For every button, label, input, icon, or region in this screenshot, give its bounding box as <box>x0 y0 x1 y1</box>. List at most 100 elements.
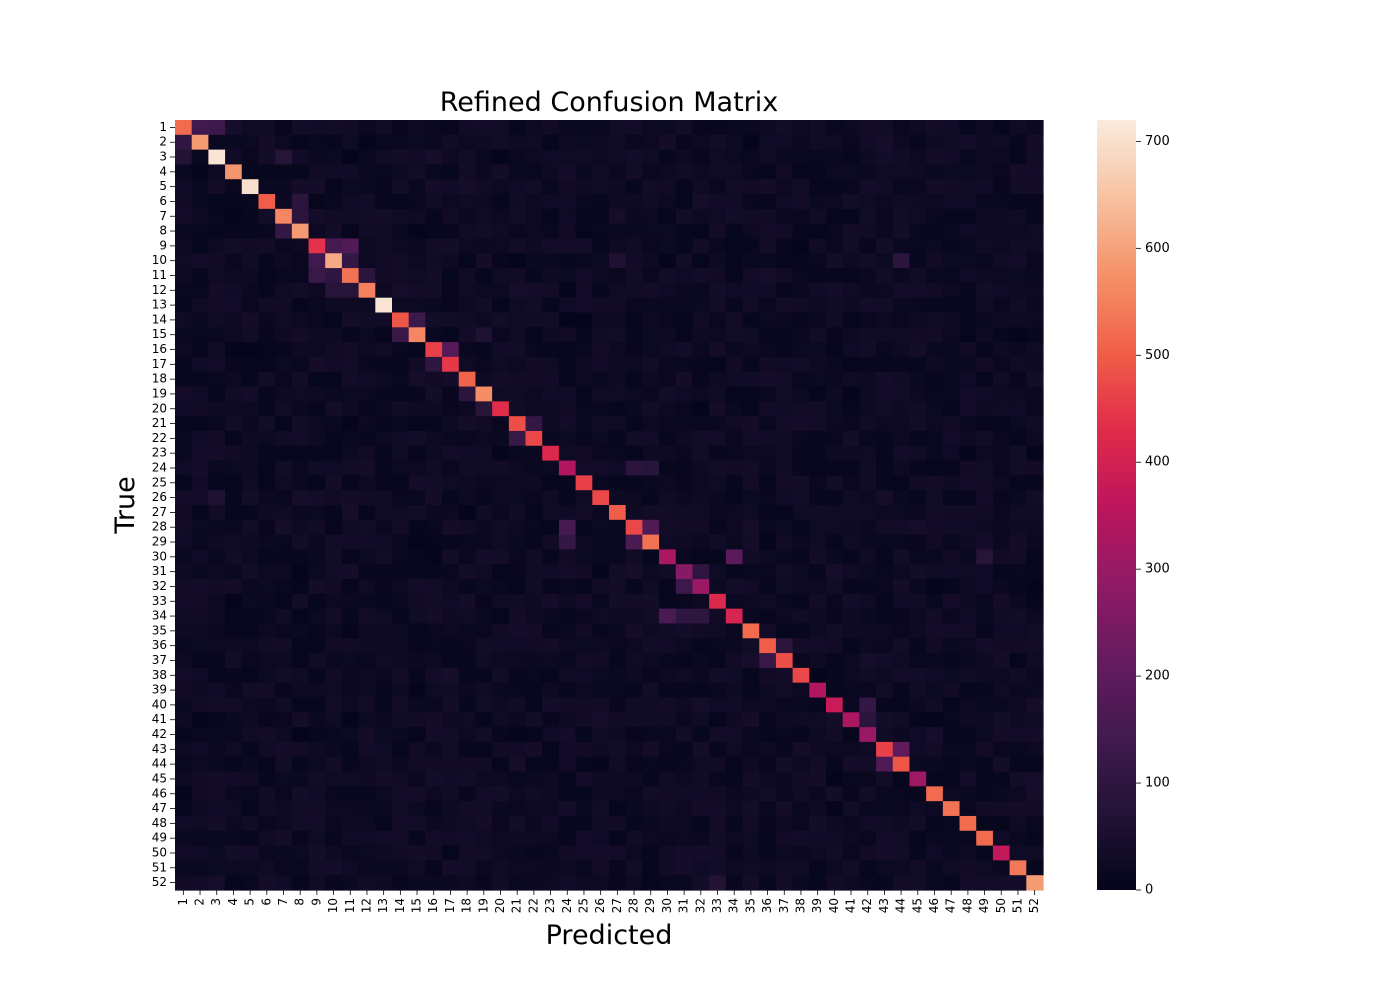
heatmap-cell <box>375 371 393 388</box>
heatmap-cell <box>492 519 510 536</box>
heatmap-cell <box>225 460 243 476</box>
heatmap-cell <box>592 149 610 166</box>
heatmap-cell <box>876 342 894 358</box>
heatmap-cell <box>492 875 510 891</box>
heatmap-cell <box>458 356 477 373</box>
heatmap-cell <box>275 120 293 136</box>
heatmap-cell <box>542 579 560 595</box>
heatmap-cell <box>525 208 543 225</box>
heatmap-cell <box>609 638 627 654</box>
heatmap-cell <box>809 564 827 580</box>
y-tick-label: 12 <box>152 283 167 297</box>
heatmap-cell <box>408 164 426 180</box>
heatmap-cell <box>592 430 610 447</box>
heatmap-cell <box>341 430 360 447</box>
heatmap-cell <box>291 475 310 491</box>
heatmap-cell <box>392 416 410 432</box>
heatmap-cell <box>275 653 293 669</box>
heatmap-cell <box>225 860 243 876</box>
heatmap-cell <box>458 490 477 506</box>
y-tick-label: 47 <box>152 801 167 815</box>
heatmap-cell <box>876 741 894 758</box>
heatmap-cell <box>291 401 310 417</box>
heatmap-cell <box>1009 549 1027 565</box>
heatmap-cell <box>392 120 410 136</box>
heatmap-cell <box>759 134 777 151</box>
heatmap-cell <box>175 830 193 847</box>
heatmap-cell <box>659 208 677 225</box>
heatmap-cell <box>575 445 593 462</box>
heatmap-cell <box>492 505 510 521</box>
heatmap-cell <box>542 608 560 625</box>
heatmap-cell <box>208 534 226 551</box>
heatmap-cell <box>408 845 426 861</box>
y-tick-label: 11 <box>152 268 167 282</box>
heatmap-cell <box>542 460 560 476</box>
heatmap-cell <box>225 179 243 195</box>
heatmap-cell <box>508 475 527 491</box>
heatmap-cell <box>859 682 877 699</box>
heatmap-cell <box>442 667 460 684</box>
heatmap-cell <box>609 697 627 713</box>
heatmap-cell <box>709 771 727 787</box>
heatmap-cell <box>876 786 894 802</box>
heatmap-cell <box>508 549 527 565</box>
heatmap-cell <box>842 638 860 654</box>
heatmap-cell <box>909 430 927 447</box>
heatmap-cell <box>725 327 744 343</box>
heatmap-cell <box>692 120 710 136</box>
heatmap-cell <box>425 120 443 136</box>
heatmap-cell <box>508 801 527 817</box>
heatmap-cell <box>542 712 560 728</box>
y-tick-label: 20 <box>152 401 167 415</box>
heatmap-cell <box>358 623 376 639</box>
heatmap-cell <box>258 445 276 462</box>
heatmap-cell <box>442 475 460 491</box>
heatmap-cell <box>909 164 927 180</box>
heatmap-cell <box>742 519 760 536</box>
heatmap-cell <box>492 356 510 373</box>
heatmap-cell <box>826 430 844 447</box>
heatmap-cell <box>425 786 443 802</box>
heatmap-cell <box>659 875 677 891</box>
heatmap-cell <box>692 860 710 876</box>
heatmap-cell <box>909 134 927 151</box>
heatmap-cell <box>625 593 643 610</box>
heatmap-cell <box>892 120 911 136</box>
heatmap-cell <box>225 475 243 491</box>
heatmap-cell <box>241 490 260 506</box>
heatmap-cell <box>609 386 627 402</box>
heatmap-cell <box>508 149 527 166</box>
heatmap-cell <box>959 416 977 432</box>
heatmap-cell <box>1026 682 1044 699</box>
heatmap-cell <box>909 608 927 625</box>
heatmap-cell <box>275 549 293 565</box>
heatmap-cell <box>642 727 660 743</box>
heatmap-cell <box>826 416 844 432</box>
heatmap-cell <box>191 356 209 373</box>
heatmap-cell <box>442 593 460 610</box>
heatmap-cell <box>275 534 293 551</box>
heatmap-cell <box>976 312 994 328</box>
heatmap-cell <box>859 475 877 491</box>
heatmap-cell <box>942 549 961 565</box>
heatmap-cell <box>1026 741 1044 758</box>
heatmap-cell <box>842 460 860 476</box>
heatmap-cell <box>492 815 510 832</box>
heatmap-cell <box>742 401 760 417</box>
heatmap-cell <box>458 519 477 536</box>
heatmap-cell <box>208 386 226 402</box>
heatmap-cell <box>208 134 226 151</box>
heatmap-cell <box>225 445 243 462</box>
heatmap-cell <box>542 490 560 506</box>
heatmap-cell <box>942 579 961 595</box>
heatmap-cell <box>942 430 961 447</box>
heatmap-cell <box>375 475 393 491</box>
heatmap-cell <box>926 608 944 625</box>
heatmap-cell <box>1026 386 1044 402</box>
y-tick-label: 9 <box>159 238 167 252</box>
heatmap-cell <box>308 756 326 773</box>
heatmap-cell <box>959 682 977 699</box>
heatmap-cell <box>642 208 660 225</box>
heatmap-cell <box>308 475 326 491</box>
